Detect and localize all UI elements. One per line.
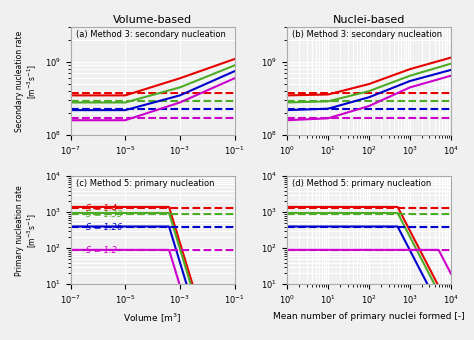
Title: Volume-based: Volume-based xyxy=(113,15,192,25)
Text: (c) Method 5: primary nucleation: (c) Method 5: primary nucleation xyxy=(75,180,214,188)
Text: (a) Method 3: secondary nucleation: (a) Method 3: secondary nucleation xyxy=(75,30,226,39)
Text: (d) Method 5: primary nucleation: (d) Method 5: primary nucleation xyxy=(292,180,431,188)
Text: (b) Method 3: secondary nucleation: (b) Method 3: secondary nucleation xyxy=(292,30,442,39)
Title: Nuclei-based: Nuclei-based xyxy=(333,15,405,25)
Text: S = 1.2: S = 1.2 xyxy=(86,246,118,255)
Text: S = 1.26: S = 1.26 xyxy=(86,223,123,232)
Text: S = 1.4: S = 1.4 xyxy=(86,204,118,214)
X-axis label: Mean number of primary nuclei formed [-]: Mean number of primary nuclei formed [-] xyxy=(273,312,465,321)
Y-axis label: Secondary nucleation rate
[m$^{-3}$s$^{-1}$]: Secondary nucleation rate [m$^{-3}$s$^{-… xyxy=(15,31,39,132)
Text: S = 1.33: S = 1.33 xyxy=(86,210,123,220)
X-axis label: Volume [m$^3$]: Volume [m$^3$] xyxy=(123,312,182,325)
Y-axis label: Primary nucleation rate
[m$^{-3}$s$^{-1}$]: Primary nucleation rate [m$^{-3}$s$^{-1}… xyxy=(15,185,39,275)
